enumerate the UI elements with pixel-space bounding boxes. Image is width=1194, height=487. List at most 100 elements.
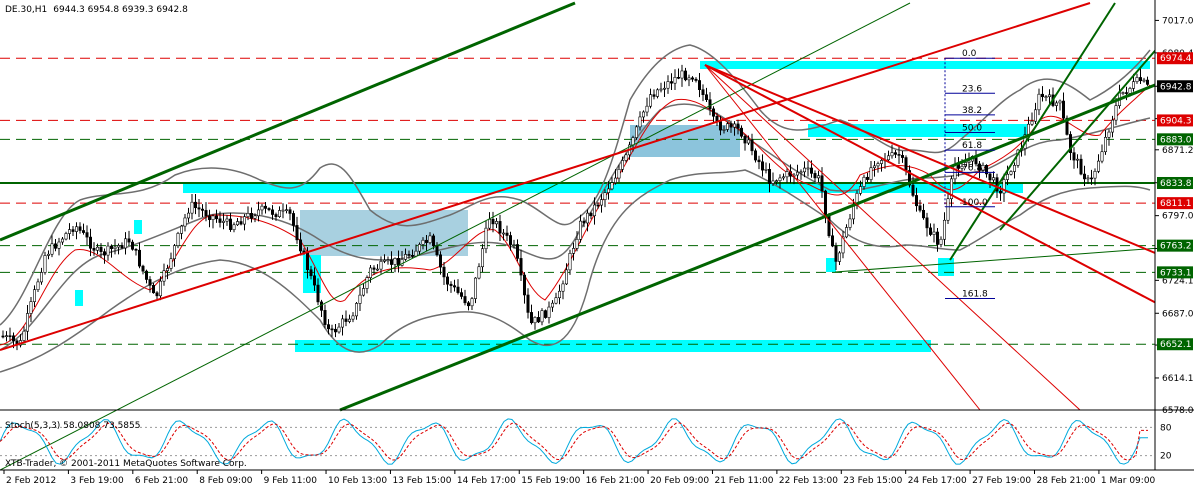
- zone-6974: [700, 61, 1150, 69]
- candle-body: [243, 216, 247, 225]
- candle-body: [183, 217, 187, 227]
- candle-body: [505, 232, 509, 236]
- x-tick-label: 14 Feb 17:00: [457, 476, 516, 486]
- y-tick-label: 6687.0: [1162, 309, 1194, 319]
- candle-body: [424, 239, 428, 243]
- candle-body: [204, 210, 208, 217]
- candle-body: [421, 239, 425, 245]
- candle-body: [536, 317, 540, 323]
- price-tag-box: [1157, 176, 1193, 189]
- candle-body: [1065, 117, 1069, 135]
- candle-body: [666, 81, 670, 89]
- candle-body: [806, 167, 810, 170]
- candle-body: [862, 176, 866, 187]
- candle-body: [428, 235, 432, 243]
- candle-body: [127, 238, 131, 243]
- candle-body: [218, 218, 222, 223]
- candle-body: [1111, 119, 1115, 133]
- candle-body: [620, 160, 624, 170]
- candle-body: [442, 266, 446, 278]
- candle-body: [515, 244, 519, 259]
- candle-body: [229, 218, 233, 230]
- candle-body: [851, 205, 855, 220]
- fib-level-label: 61.8: [962, 141, 982, 151]
- candle-body: [799, 171, 803, 174]
- candle-body: [561, 283, 565, 292]
- candle-body: [1055, 102, 1059, 106]
- candle-body: [522, 274, 526, 296]
- stoch-level-label: 20: [1160, 452, 1172, 462]
- candle-body: [410, 255, 414, 257]
- candle-body: [960, 166, 964, 169]
- price-tag-label: 6811.1: [1160, 199, 1192, 209]
- candle-body: [1114, 105, 1118, 121]
- candle-body: [918, 205, 922, 211]
- candle-body: [473, 277, 477, 299]
- copyright-label: XTB-Trader, © 2001-2011 MetaQuotes Softw…: [5, 459, 247, 469]
- candle-body: [215, 215, 219, 220]
- y-tick-label: 6724.1: [1162, 276, 1194, 286]
- candle-body: [1005, 173, 1009, 180]
- candle-body: [246, 213, 250, 217]
- green-thin-bottom: [834, 247, 1161, 273]
- zone-small-d: [826, 258, 836, 272]
- candle-body: [876, 163, 880, 167]
- candle-body: [53, 243, 57, 249]
- candle-body: [445, 276, 449, 285]
- candle-body: [225, 218, 229, 222]
- candle-body: [897, 154, 901, 156]
- ohlc-label: 6944.3 6954.8 6939.3 6942.8: [53, 5, 188, 15]
- candle-body: [491, 218, 495, 225]
- candle-body: [680, 70, 684, 79]
- candle-body: [344, 318, 348, 322]
- candle-body: [295, 225, 299, 241]
- x-tick-label: 2 Feb 2012: [6, 476, 56, 486]
- price-tag-box: [1157, 80, 1193, 93]
- candle-body: [1100, 151, 1104, 162]
- candle-body: [379, 261, 383, 270]
- bollinger-lower: [0, 169, 1151, 373]
- candle-body: [120, 245, 124, 249]
- candle-body: [718, 121, 722, 131]
- candle-body: [634, 126, 638, 138]
- candle-body: [641, 111, 645, 118]
- candle-body: [222, 220, 226, 223]
- candle-body: [43, 255, 47, 273]
- candle-body: [771, 180, 775, 184]
- candle-body: [22, 330, 26, 341]
- candle-body: [291, 213, 295, 226]
- candle-body: [564, 269, 568, 285]
- candle-body: [1048, 94, 1052, 97]
- candle-body: [596, 204, 600, 207]
- y-tick-label: 6871.2: [1162, 146, 1194, 156]
- candle-body: [330, 328, 334, 331]
- symbol-label: DE.30,H1: [5, 5, 47, 15]
- candle-body: [571, 248, 575, 254]
- price-tag-box: [1157, 52, 1193, 65]
- fib-level-label: 161.8: [962, 290, 988, 300]
- price-tag-box: [1157, 133, 1193, 146]
- candle-body: [624, 154, 628, 161]
- candle-body: [540, 310, 544, 323]
- candle-body: [187, 212, 191, 219]
- candle-body: [75, 226, 79, 232]
- candle-body: [778, 177, 782, 181]
- candle-body: [767, 169, 771, 184]
- candle-body: [110, 245, 114, 249]
- stoch-main-line: [0, 418, 1148, 465]
- candle-body: [155, 292, 159, 297]
- candle-body: [865, 176, 869, 180]
- candle-body: [757, 159, 761, 163]
- price-tag-label: 6904.3: [1160, 116, 1192, 126]
- candle-body: [795, 171, 799, 176]
- candle-body: [124, 238, 128, 249]
- candle-body: [991, 177, 995, 181]
- candle-body: [256, 209, 260, 217]
- candle-body: [603, 192, 607, 200]
- candle-body: [270, 209, 274, 215]
- candle-body: [932, 231, 936, 235]
- candle-body: [288, 209, 292, 214]
- x-tick-label: 13 Feb 15:00: [392, 476, 451, 486]
- candle-body: [673, 76, 677, 84]
